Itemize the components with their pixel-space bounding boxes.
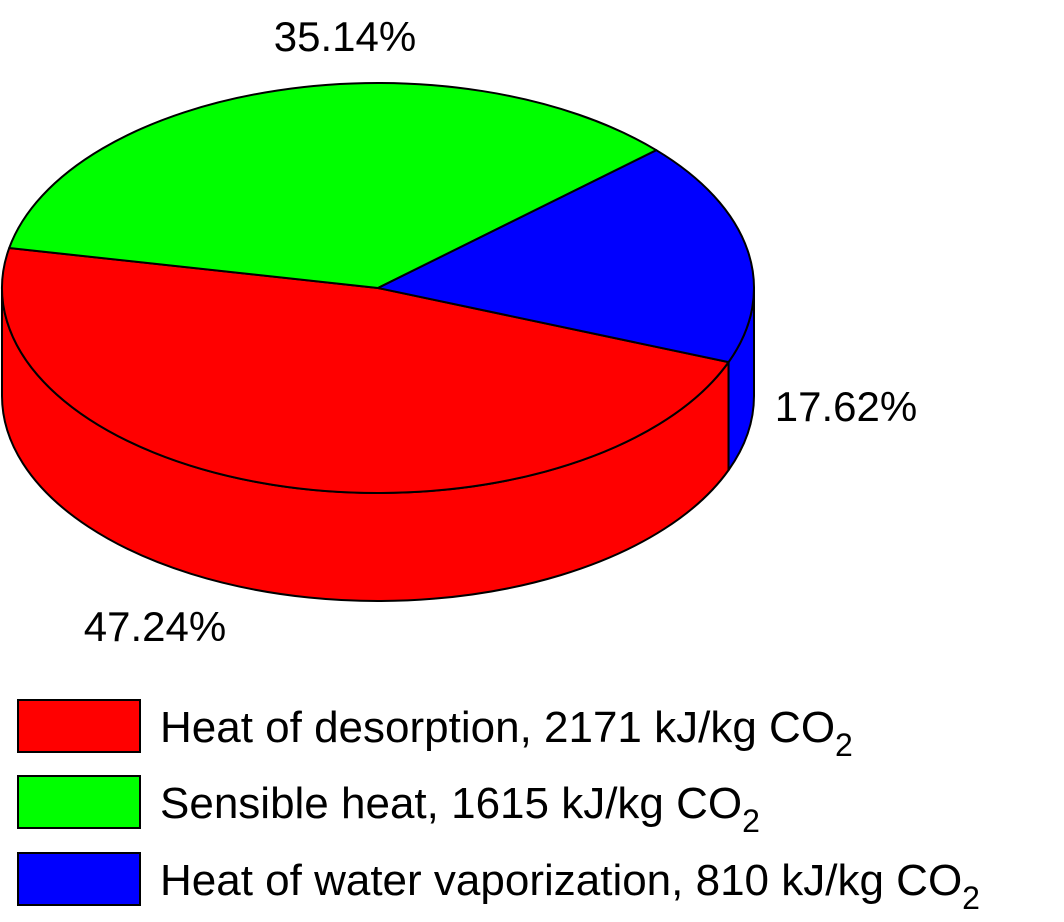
legend-swatch-desorption [17, 699, 141, 753]
pie-slice-sensible [8, 82, 658, 289]
legend-label-vaporization: Heat of water vaporization, 810 kJ/kg CO… [160, 856, 980, 916]
legend: Heat of desorption, 2171 kJ/kg CO2 Sensib… [17, 699, 980, 916]
pie-slice-vaporization [377, 149, 755, 364]
legend-swatch-sensible [17, 775, 141, 829]
percent-label-sensible: 35.14% [274, 13, 416, 60]
legend-subscript: 2 [835, 727, 853, 763]
legend-subscript: 2 [962, 880, 980, 916]
legend-label-desorption: Heat of desorption, 2171 kJ/kg CO2 [160, 703, 853, 763]
legend-label-sensible: Sensible heat, 1615 kJ/kg CO2 [160, 779, 760, 839]
legend-subscript: 2 [742, 803, 760, 839]
percent-label-desorption: 47.24% [84, 603, 226, 650]
percent-label-vaporization: 17.62% [775, 383, 917, 430]
pie-slice-desorption [1, 246, 730, 494]
legend-swatch-vaporization [17, 852, 141, 906]
